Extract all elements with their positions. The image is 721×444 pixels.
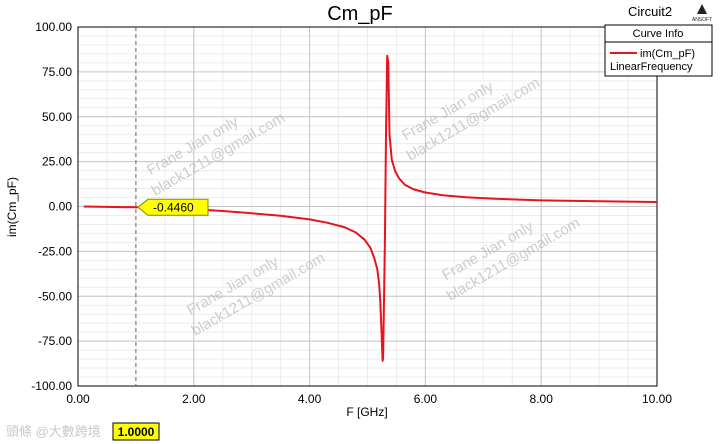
series-line (83, 54, 658, 362)
marker-x-box (112, 422, 160, 441)
plot-area (77, 26, 658, 387)
x-axis-ticks: 0.00 2.00 4.00 6.00 8.00 10.00 (66, 392, 672, 406)
chart-title: Cm_pF (327, 3, 393, 25)
marker-value-text: -0.4460 (153, 200, 194, 214)
ansoft-logo: ANSOFT (692, 4, 712, 23)
x-axis-label: F [GHz] (346, 405, 387, 419)
legend-header: Curve Info (633, 28, 684, 40)
x-tick-label: 2.00 (182, 392, 206, 406)
y-axis-label: im(Cm_pF) (5, 177, 19, 237)
y-tick-label: -100.00 (31, 379, 72, 393)
y-tick-label: 25.00 (42, 155, 72, 169)
legend-entry-sub: LinearFrequency (610, 61, 693, 73)
plot-frame (77, 26, 658, 387)
y-tick-label: 0.00 (49, 200, 73, 214)
x-tick-label: 8.00 (530, 392, 554, 406)
y-tick-label: -25.00 (38, 244, 72, 258)
marker-x-label[interactable]: 1.0000 (112, 422, 160, 441)
legend-entry-name: im(Cm_pF) (640, 48, 695, 60)
y-tick-label: 100.00 (35, 20, 72, 34)
series-layer (83, 54, 658, 362)
legend-box (604, 24, 713, 77)
marker-point-label[interactable]: -0.4460 (137, 198, 209, 216)
y-tick-label: 75.00 (42, 65, 72, 79)
x-tick-label: 4.00 (298, 392, 322, 406)
ansoft-logo-icon (697, 4, 707, 14)
y-tick-label: -75.00 (38, 334, 72, 348)
x-tick-label: 0.00 (66, 392, 90, 406)
legend[interactable]: Curve Info im(Cm_pF) LinearFrequency (604, 24, 713, 77)
y-tick-label: 50.00 (42, 110, 72, 124)
x-tick-label: 10.00 (642, 392, 672, 406)
y-tick-label: -50.00 (38, 289, 72, 303)
ansoft-logo-text: ANSOFT (692, 17, 712, 23)
x-tick-label: 6.00 (414, 392, 438, 406)
y-axis-ticks: 100.00 75.00 50.00 25.00 0.00 -25.00 -50.00 -75… (31, 20, 72, 393)
marker-x-text: 1.0000 (118, 425, 155, 439)
circuit-name: Circuit2 (628, 4, 672, 19)
marker-flag (137, 198, 209, 216)
footer-watermark: 頭條 @大數跨境 (6, 424, 101, 439)
